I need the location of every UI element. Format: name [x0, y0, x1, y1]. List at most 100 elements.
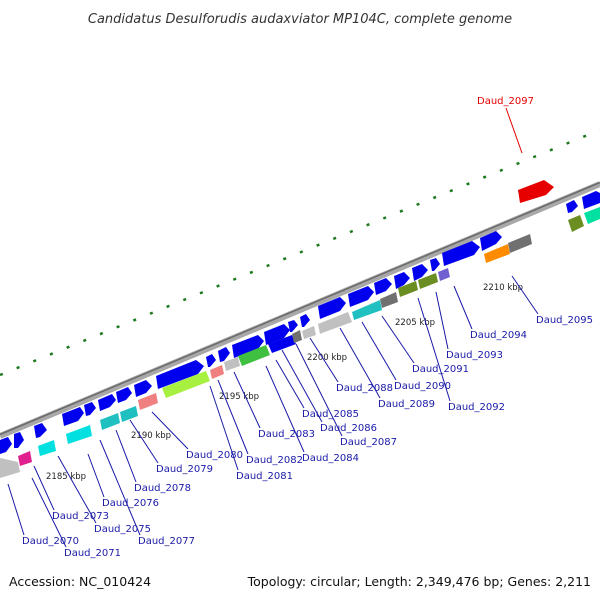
gene-arrow[interactable]	[34, 423, 47, 438]
gene-label-daud_2093[interactable]: Daud_2093	[446, 350, 503, 361]
gene-label-daud_2095[interactable]: Daud_2095	[536, 315, 593, 326]
gene-label-daud_2084[interactable]: Daud_2084	[302, 453, 359, 464]
gene-arrow[interactable]	[430, 258, 440, 271]
gene-box-extra[interactable]	[568, 215, 584, 232]
gene-label-daud_2071[interactable]: Daud_2071	[64, 548, 121, 559]
gene-arrow[interactable]	[288, 320, 298, 332]
gene-box-daud_2094[interactable]	[484, 244, 510, 263]
gene-label-daud_2081[interactable]: Daud_2081	[236, 471, 293, 482]
gene-label-daud_2077[interactable]: Daud_2077	[138, 536, 195, 547]
forward-genes	[0, 180, 600, 454]
gene-box-daud_2075[interactable]	[66, 425, 92, 444]
gene-label-daud_2079[interactable]: Daud_2079	[156, 464, 213, 475]
reverse-genes	[0, 207, 600, 478]
gene-label-daud_2083[interactable]: Daud_2083	[258, 429, 315, 440]
highlight-leader	[505, 107, 523, 154]
kbp-label: 2190 kbp	[131, 431, 171, 441]
gene-box-daud_2093[interactable]	[468, 250, 470, 251]
gene-box-daud_2090[interactable]	[398, 281, 418, 297]
gene-box-daud_2071[interactable]	[18, 451, 32, 466]
gene-arrow[interactable]	[374, 278, 392, 295]
tick-track	[0, 128, 600, 377]
gene-label-daud_2090[interactable]: Daud_2090	[394, 381, 451, 392]
leader-line	[209, 385, 239, 471]
gene-box-daud_2092[interactable]	[438, 268, 450, 281]
gene-box-daud_2082[interactable]	[238, 345, 270, 366]
leader-line	[339, 327, 381, 399]
leader-line	[381, 315, 415, 364]
gene-arrow[interactable]	[412, 264, 428, 281]
gene-box-daud_2087[interactable]	[318, 323, 322, 334]
gene-box-daud_2076[interactable]	[100, 413, 120, 430]
leader-line	[57, 455, 97, 524]
gene-box-daud_2079[interactable]	[162, 371, 210, 398]
gene-arrow-highlight[interactable]	[518, 180, 554, 203]
gene-arrow[interactable]	[318, 297, 346, 319]
kbp-label: 2195 kbp	[219, 392, 259, 402]
leader-line	[99, 439, 141, 536]
gene-arrow[interactable]	[300, 314, 310, 327]
gene-arrow[interactable]	[348, 286, 374, 307]
gene-box-daud_2083[interactable]	[268, 335, 296, 353]
leader-line	[295, 343, 343, 437]
leader-line	[87, 453, 105, 498]
leader-line	[151, 411, 189, 450]
leader-line	[275, 359, 305, 409]
gene-arrow[interactable]	[62, 407, 84, 426]
gene-label-daud_2086[interactable]: Daud_2086	[320, 423, 377, 434]
gene-box-daud_2084[interactable]	[292, 330, 302, 343]
gene-box-extra[interactable]	[584, 207, 600, 224]
leader-line	[129, 419, 159, 464]
gene-label-daud_2070[interactable]: Daud_2070	[22, 536, 79, 547]
gene-arrow[interactable]	[264, 324, 290, 345]
gene-arrow[interactable]	[442, 241, 480, 266]
gene-box-daud_2091[interactable]	[418, 273, 438, 289]
gene-arrow[interactable]	[232, 335, 264, 358]
gene-box-daud_2080[interactable]	[210, 365, 224, 379]
gene-label-daud_2094[interactable]: Daud_2094	[470, 330, 527, 341]
highlight-gene-label[interactable]: Daud_2097	[477, 96, 534, 107]
gene-arrow[interactable]	[566, 200, 578, 213]
leader-line	[309, 337, 339, 383]
gene-arrow[interactable]	[394, 272, 410, 289]
highlight-gene-group: Daud_2097	[477, 96, 534, 154]
gene-label-daud_2082[interactable]: Daud_2082	[246, 455, 303, 466]
gene-label-daud_2085[interactable]: Daud_2085	[302, 409, 359, 420]
gene-arrow[interactable]	[206, 354, 216, 367]
gene-arrow[interactable]	[116, 387, 132, 403]
gene-box-daud_2077[interactable]	[120, 406, 138, 422]
gene-box-daud_2088[interactable]	[352, 300, 382, 320]
leader-line	[7, 483, 25, 536]
gene-label-daud_2078[interactable]: Daud_2078	[134, 483, 191, 494]
kbp-label: 2210 kbp	[483, 283, 523, 293]
gene-arrow[interactable]	[480, 231, 502, 251]
gene-arrow[interactable]	[0, 437, 12, 454]
gene-label-daud_2092[interactable]: Daud_2092	[448, 402, 505, 413]
gene-label-daud_2087[interactable]: Daud_2087	[340, 437, 397, 448]
gene-label-daud_2088[interactable]: Daud_2088	[336, 383, 393, 394]
gene-label-daud_2076[interactable]: Daud_2076	[102, 498, 159, 509]
map-title: Candidatus Desulforudis audaxviator MP10…	[88, 12, 512, 27]
gene-label-daud_2073[interactable]: Daud_2073	[52, 511, 109, 522]
gene-box-daud_2089[interactable]	[380, 292, 398, 308]
gene-arrow[interactable]	[218, 347, 230, 362]
gene-arrow[interactable]	[14, 432, 24, 448]
gene-box-daud_2081[interactable]	[224, 357, 240, 371]
gene-box-daud_2070[interactable]	[0, 458, 20, 478]
gene-arrow[interactable]	[134, 380, 152, 397]
gene-box-daud_2095[interactable]	[508, 234, 532, 253]
kbp-scale: 2185 kbp 2190 kbp 2195 kbp 2200 kbp 2205 kbp…	[46, 283, 523, 482]
gene-arrow[interactable]	[582, 191, 600, 209]
gene-arrow[interactable]	[98, 394, 116, 411]
gene-box-daud_2078[interactable]	[138, 393, 158, 410]
gene-box-daud_2073[interactable]	[38, 440, 56, 456]
gene-label-daud_2075[interactable]: Daud_2075	[94, 524, 151, 535]
gene-arrow[interactable]	[156, 360, 204, 389]
gene-box-daud_2086[interactable]	[318, 312, 352, 333]
gene-box-daud_2085[interactable]	[302, 326, 316, 339]
gene-label-daud_2080[interactable]: Daud_2080	[186, 450, 243, 461]
gene-label-daud_2089[interactable]: Daud_2089	[378, 399, 435, 410]
backbone-line	[0, 181, 600, 439]
gene-arrow[interactable]	[84, 402, 96, 416]
